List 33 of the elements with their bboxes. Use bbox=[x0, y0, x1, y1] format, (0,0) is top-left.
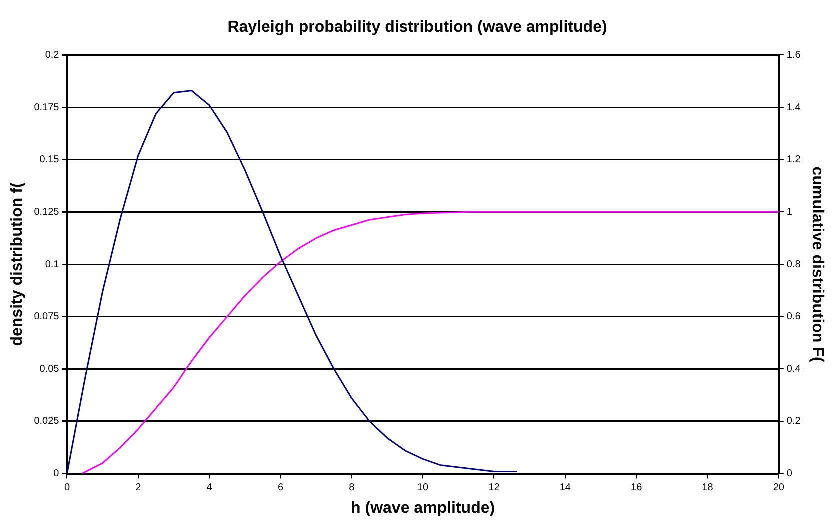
y2-tick-label: 1.2 bbox=[786, 154, 802, 166]
x-tick-label: 18 bbox=[702, 482, 714, 494]
y-tick-label: 0.2 bbox=[45, 50, 60, 61]
y2-tick-label: 1 bbox=[786, 206, 793, 218]
y2-tick-label: 0.8 bbox=[786, 259, 802, 270]
y-tick-label: 0 bbox=[54, 468, 60, 480]
y2-tick-label: 1.4 bbox=[786, 102, 802, 114]
x-tick-label: 8 bbox=[349, 482, 356, 494]
x-tick-label: 10 bbox=[418, 482, 430, 494]
y-axis-title: density distribution f( bbox=[9, 182, 26, 346]
x-tick-label: 2 bbox=[136, 482, 142, 494]
x-axis-title: h (wave amplitude) bbox=[351, 500, 496, 517]
y-tick-label: 0.05 bbox=[40, 364, 60, 375]
y2-tick-label: 0.2 bbox=[786, 416, 802, 428]
y2-tick-label: 0.6 bbox=[786, 312, 802, 323]
y2-axis-title: cumulative distribution F( bbox=[808, 166, 826, 363]
y-tick-label: 0.025 bbox=[34, 416, 60, 428]
y2-tick-label: 0.4 bbox=[786, 364, 802, 375]
chart-title: Rayleigh probability distribution (wave amplitude) bbox=[228, 19, 608, 36]
y-tick-label: 0.075 bbox=[34, 312, 60, 323]
y-tick-label: 0.175 bbox=[34, 102, 60, 114]
y2-tick-label: 1.6 bbox=[786, 50, 802, 61]
x-tick-label: 12 bbox=[488, 482, 500, 494]
x-tick-label: 14 bbox=[560, 482, 572, 494]
y-tick-label: 0.15 bbox=[40, 154, 60, 166]
y-tick-label: 0.1 bbox=[45, 259, 60, 270]
x-tick-label: 20 bbox=[773, 482, 785, 494]
y-tick-label: 0.125 bbox=[34, 206, 60, 218]
x-tick-label: 4 bbox=[206, 482, 213, 494]
y2-tick-label: 0 bbox=[786, 468, 793, 480]
x-tick-label: 6 bbox=[278, 482, 284, 494]
x-tick-label: 0 bbox=[64, 482, 70, 494]
x-tick-label: 16 bbox=[631, 482, 643, 494]
